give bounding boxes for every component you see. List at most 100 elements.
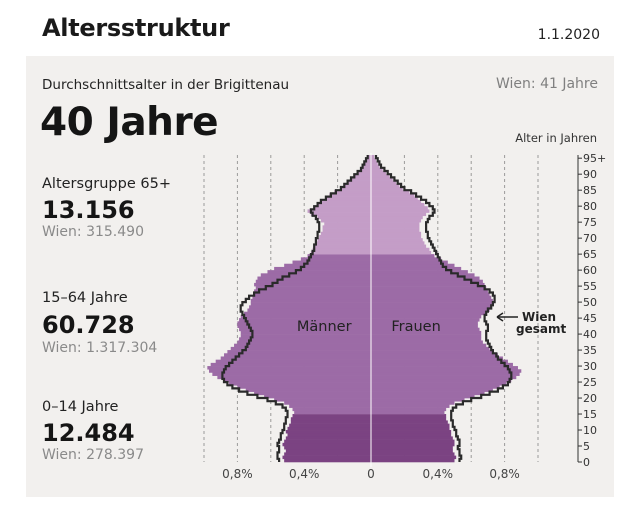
men-bar	[212, 372, 371, 376]
women-bar	[371, 244, 427, 249]
men-bar	[239, 327, 371, 332]
women-bar	[371, 218, 422, 223]
men-bar	[317, 215, 371, 220]
women-bar	[371, 452, 455, 456]
average-age-subtitle: Durchschnittsalter in der Brigittenau	[42, 77, 290, 93]
women-bar	[371, 430, 452, 434]
wien-men-outline	[221, 155, 369, 462]
women-bar	[371, 369, 522, 373]
age-tick-label: 80	[583, 200, 597, 213]
men-bar	[285, 430, 371, 434]
group-65-plus-label: Altersgruppe 65+	[42, 176, 171, 192]
women-bar	[371, 372, 520, 376]
age-tick-label: 70	[583, 232, 597, 245]
men-bar	[340, 186, 371, 191]
women-bar	[371, 209, 430, 213]
women-bar	[371, 270, 468, 274]
age-tick-label: 10	[583, 424, 597, 437]
women-bar	[371, 193, 415, 197]
men-bar	[314, 206, 371, 210]
men-label: Männer	[297, 319, 352, 335]
men-bar	[284, 452, 371, 456]
women-bar	[371, 266, 462, 271]
men-bar	[224, 353, 371, 357]
wien-annotation-label: Wien	[522, 310, 556, 324]
women-bar	[371, 183, 400, 188]
women-bar	[371, 433, 452, 437]
women-bar	[371, 426, 450, 431]
women-bar	[371, 257, 442, 261]
women-bar	[371, 404, 450, 408]
women-bar	[371, 340, 483, 344]
women-bar	[371, 321, 478, 325]
men-bar	[220, 356, 371, 360]
women-bar	[371, 250, 432, 255]
women-bar	[371, 359, 508, 364]
women-bar	[371, 449, 453, 453]
men-bar	[300, 257, 371, 261]
men-bar	[284, 446, 371, 450]
men-bar	[344, 183, 371, 188]
men-bar	[310, 250, 371, 255]
men-bar	[227, 350, 371, 354]
women-bar	[371, 455, 457, 460]
women-bar	[371, 337, 482, 341]
men-bar	[289, 423, 371, 428]
men-bar	[215, 359, 371, 364]
men-bar	[240, 330, 371, 335]
men-bar	[284, 439, 371, 444]
men-bar	[314, 244, 371, 249]
men-bar	[357, 170, 371, 175]
age-tick-label: 50	[583, 296, 597, 309]
x-tick-label: 0,8%	[222, 467, 253, 481]
men-bar	[307, 254, 371, 258]
men-bar	[210, 362, 371, 367]
age-tick-label: 75	[583, 216, 597, 229]
men-bar	[319, 234, 371, 239]
men-bar	[207, 366, 371, 370]
women-bar	[371, 174, 390, 178]
x-tick-label: 0	[367, 467, 375, 481]
women-bar	[371, 177, 393, 181]
wien-women-outline	[374, 155, 513, 462]
age-tick-label: 55	[583, 280, 597, 293]
women-bar	[371, 282, 485, 287]
women-bar	[371, 263, 455, 268]
men-bar	[244, 311, 371, 316]
women-label: Frauen	[391, 319, 440, 335]
women-bar	[371, 314, 482, 319]
age-tick-label: 35	[583, 344, 597, 357]
women-bar	[371, 199, 422, 204]
age-tick-label: 5	[583, 440, 590, 453]
men-bar	[320, 199, 371, 204]
women-bar	[371, 417, 447, 421]
wien-annotation-label: gesamt	[516, 322, 566, 336]
men-bar	[247, 308, 371, 312]
women-bar	[371, 225, 420, 229]
men-bar	[250, 302, 371, 306]
women-bar	[371, 388, 493, 392]
women-bar	[371, 442, 455, 447]
women-bar	[371, 295, 492, 300]
men-bar	[237, 321, 371, 325]
men-bar	[237, 385, 371, 389]
men-bar	[249, 305, 371, 309]
women-bar	[371, 414, 447, 418]
men-bar	[294, 410, 371, 415]
men-bar	[367, 155, 371, 159]
men-bar	[264, 394, 371, 399]
men-bar	[255, 279, 371, 284]
men-bar	[284, 401, 371, 405]
group-0-14-wien: Wien: 278.397	[42, 447, 144, 463]
men-bar	[292, 414, 371, 418]
men-bar	[254, 282, 371, 287]
men-bar	[312, 247, 371, 252]
women-bar	[371, 446, 453, 450]
group-0-14-value: 12.484	[42, 419, 135, 447]
men-bar	[285, 436, 371, 440]
women-bar	[371, 311, 487, 316]
men-bar	[224, 378, 371, 383]
women-bar	[371, 439, 455, 444]
women-bar	[371, 276, 480, 281]
